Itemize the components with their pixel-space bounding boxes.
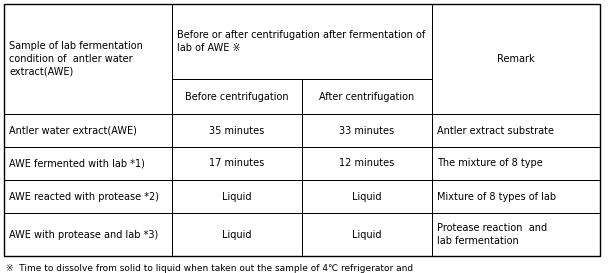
Bar [172, 180, 302, 213]
Text: AWE with protease and lab *3): AWE with protease and lab *3) [9, 230, 158, 239]
Text: 12 minutes: 12 minutes [339, 159, 395, 168]
Text: ※  Time to dissolve from solid to liquid when taken out the sample of 4℃ refrige: ※ Time to dissolve from solid to liquid … [6, 264, 413, 273]
Text: Before or after centrifugation after fermentation of
lab of AWE ※: Before or after centrifugation after fer… [177, 30, 425, 53]
Text: Antler extract substrate: Antler extract substrate [437, 126, 554, 135]
Bar [172, 4, 432, 79]
Bar [4, 4, 172, 114]
Text: Sample of lab fermentation
condition of  antler water
extract(AWE): Sample of lab fermentation condition of … [9, 41, 143, 77]
Bar [432, 147, 600, 180]
Text: 17 minutes: 17 minutes [209, 159, 265, 168]
Bar [432, 213, 600, 256]
Bar [432, 114, 600, 147]
Bar [432, 4, 600, 114]
Text: AWE reacted with protease *2): AWE reacted with protease *2) [9, 191, 159, 201]
Bar [4, 180, 172, 213]
Text: Antler water extract(AWE): Antler water extract(AWE) [9, 126, 137, 135]
Text: Before centrifugation: Before centrifugation [185, 91, 289, 102]
Text: Liquid: Liquid [222, 191, 252, 201]
Text: Liquid: Liquid [222, 230, 252, 239]
Bar [172, 79, 302, 114]
Bar [302, 213, 432, 256]
Text: After centrifugation: After centrifugation [319, 91, 415, 102]
Bar [4, 114, 172, 147]
Text: 33 minutes: 33 minutes [339, 126, 395, 135]
Text: Mixture of 8 types of lab: Mixture of 8 types of lab [437, 191, 556, 201]
Bar [172, 213, 302, 256]
Text: AWE fermented with lab *1): AWE fermented with lab *1) [9, 159, 145, 168]
Bar [4, 213, 172, 256]
Bar [432, 180, 600, 213]
Text: Protease reaction  and
lab fermentation: Protease reaction and lab fermentation [437, 223, 547, 246]
Text: Remark: Remark [497, 54, 535, 64]
Bar [172, 114, 302, 147]
Bar [302, 180, 432, 213]
Bar [302, 114, 432, 147]
Text: Liquid: Liquid [352, 191, 382, 201]
Text: Liquid: Liquid [352, 230, 382, 239]
Bar [302, 79, 432, 114]
Bar [4, 147, 172, 180]
Text: 35 minutes: 35 minutes [209, 126, 265, 135]
Bar [302, 147, 432, 180]
Bar [172, 147, 302, 180]
Text: The mixture of 8 type: The mixture of 8 type [437, 159, 543, 168]
